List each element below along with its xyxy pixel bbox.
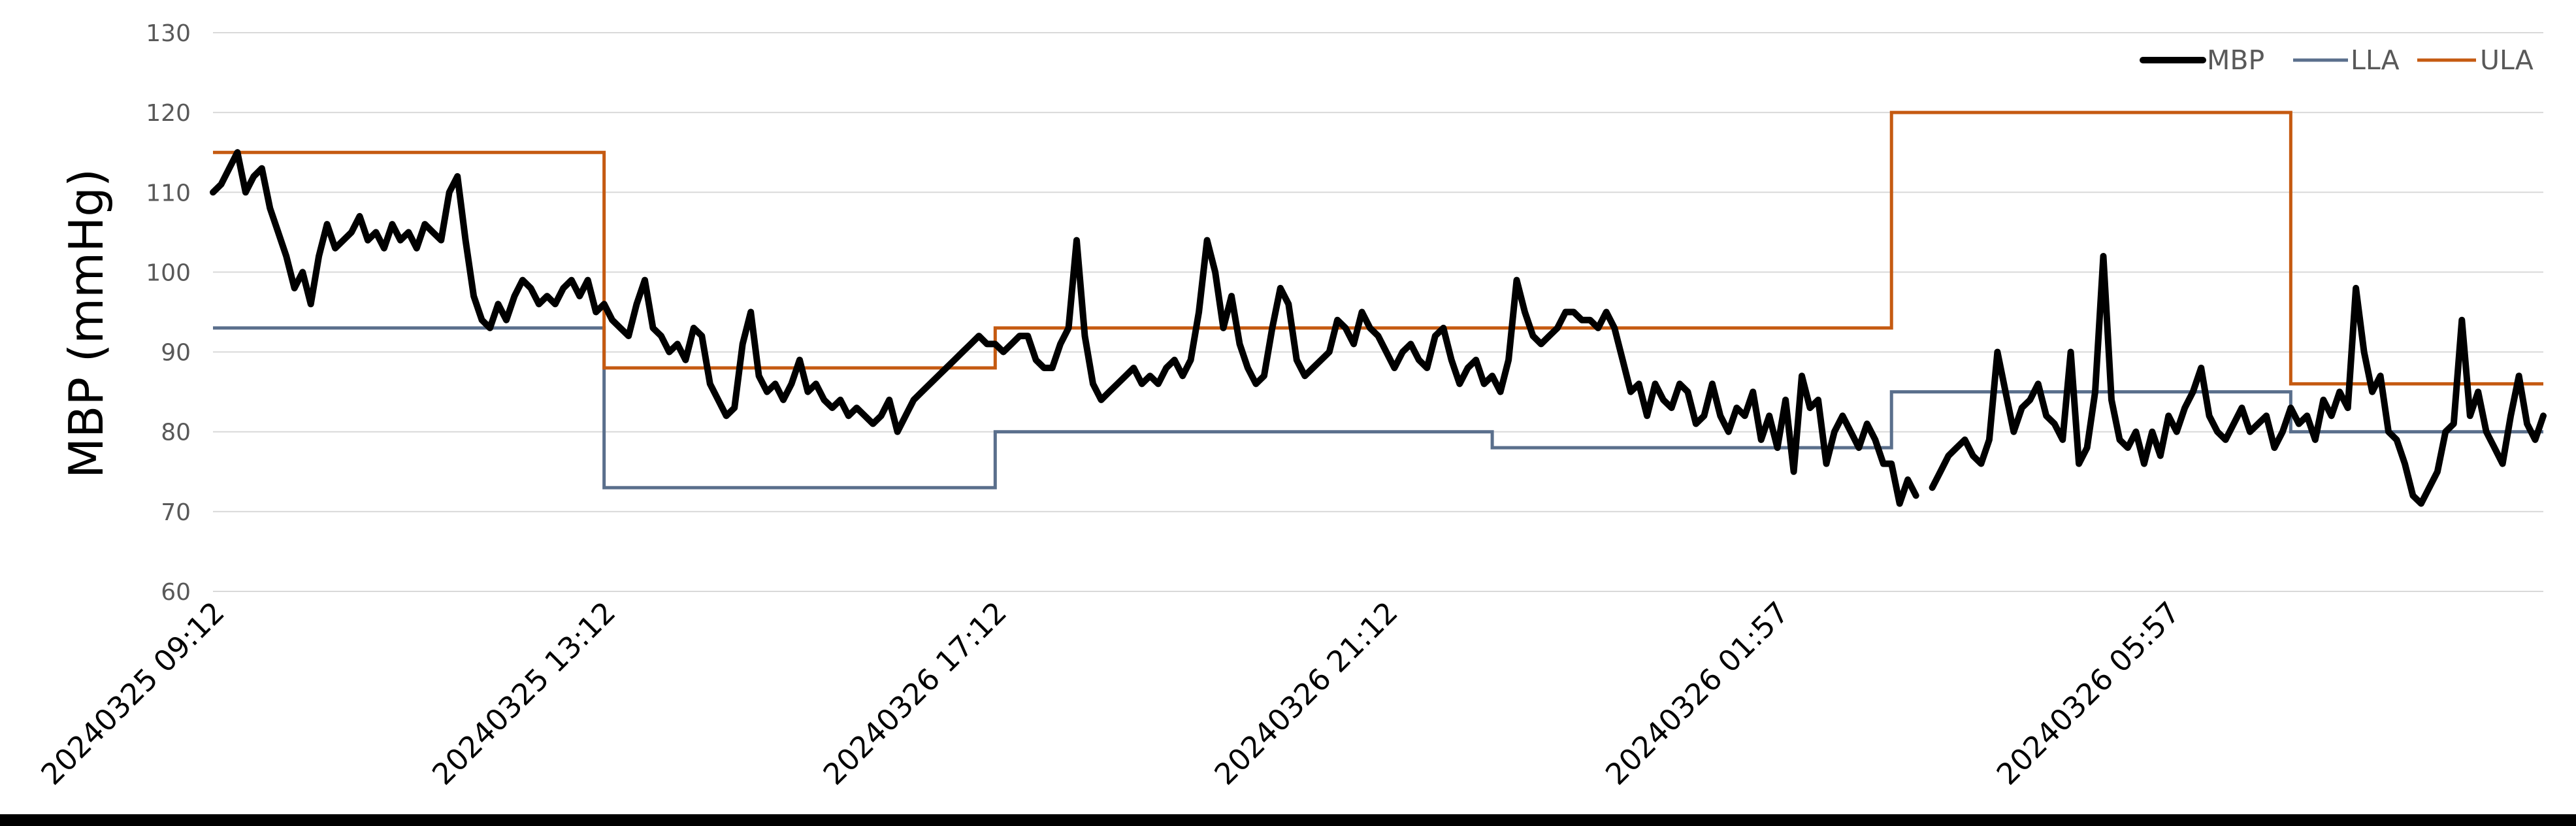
y-tick-label: 80: [161, 420, 191, 446]
gridlines: [213, 32, 2543, 592]
x-tick-label: 20240325 13:12: [425, 595, 622, 791]
y-tick-label: 130: [146, 20, 191, 47]
legend-label-lla: LLA: [2351, 44, 2400, 76]
x-axis-ticks: 20240325 09:12 20240325 13:12 20240326 17:…: [35, 595, 2187, 791]
legend-label-mbp: MBP: [2207, 44, 2264, 76]
y-tick-label: 120: [146, 100, 191, 127]
y-tick-label: 100: [146, 259, 191, 286]
y-tick-label: 70: [161, 499, 191, 526]
legend-label-ula: ULA: [2480, 44, 2534, 76]
series-group: [210, 110, 2547, 507]
x-tick-label: 20240325 09:12: [35, 595, 231, 791]
y-tick-label: 60: [161, 579, 191, 606]
series-mbp-line: [210, 149, 2547, 507]
y-tick-label: 110: [146, 180, 191, 206]
y-tick-label: 90: [161, 340, 191, 367]
x-tick-label: 20240326 21:12: [1208, 595, 1405, 791]
y-axis-ticks: 60 70 80 90 100 110 120 130: [146, 20, 191, 606]
x-tick-label: 20240326 17:12: [817, 595, 1013, 791]
series-lla-line: [213, 326, 2543, 489]
series-ula-line: [213, 110, 2543, 386]
y-axis-title: MBP (mmHg): [59, 169, 114, 478]
legend: MBP LLA ULA: [2140, 44, 2534, 76]
x-tick-label: 20240326 05:57: [1990, 595, 2187, 791]
x-tick-label: 20240326 01:57: [1599, 595, 1795, 791]
